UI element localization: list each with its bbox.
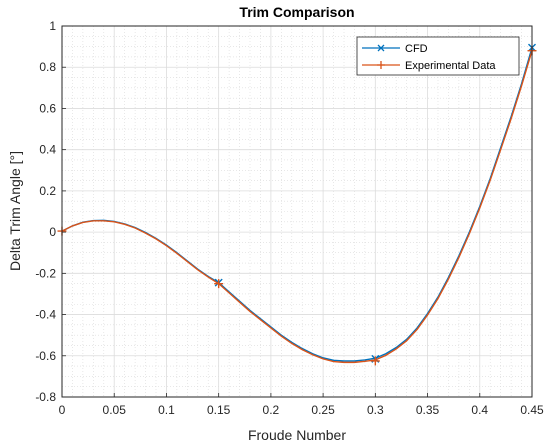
- x-tick-label: 0.4: [471, 403, 488, 417]
- legend-marker-cfd: [377, 44, 385, 52]
- y-tick-label: 0.2: [39, 184, 56, 198]
- x-axis-ticks: 0 0.05 0.1 0.15 0.2 0.25 0.3 0.35 0.4 0.45: [59, 393, 544, 417]
- x-tick-label: 0.1: [158, 403, 175, 417]
- x-tick-label: 0.3: [367, 403, 384, 417]
- y-tick-label: 1: [49, 19, 56, 33]
- y-tick-label: 0.8: [39, 60, 56, 74]
- y-axis-ticks: -0.8 -0.6 -0.4 -0.2 0 0.2 0.4 0.6 0.8 1: [35, 19, 66, 404]
- y-tick-label: 0.4: [39, 143, 56, 157]
- legend-label-experimental: Experimental Data: [405, 60, 496, 72]
- x-tick-label: 0.25: [311, 403, 335, 417]
- y-tick-label: -0.6: [35, 349, 56, 363]
- x-tick-label: 0: [59, 403, 66, 417]
- series-line-experimental-data: [61, 50, 533, 364]
- x-tick-label: 0.45: [520, 403, 544, 417]
- x-axis-label: Froude Number: [248, 427, 346, 443]
- x-tick-label: 0.35: [416, 403, 440, 417]
- legend-box: [356, 36, 520, 76]
- y-tick-label: 0: [49, 225, 56, 239]
- data-point-experimental-data: [214, 279, 224, 289]
- data-point-experimental-data: [370, 356, 380, 366]
- x-tick-label: 0.15: [207, 403, 231, 417]
- chart-title: Trim Comparison: [239, 4, 354, 20]
- legend: CFD Experimental Data: [356, 36, 520, 76]
- y-tick-label: -0.8: [35, 390, 56, 404]
- legend-marker-experimental: [377, 61, 385, 69]
- y-tick-label: 0.6: [39, 101, 56, 115]
- plot-frame: [61, 25, 533, 398]
- y-tick-label: -0.2: [35, 266, 56, 280]
- x-tick-label: 0.05: [103, 403, 127, 417]
- y-axis-label: Delta Trim Angle [°]: [7, 151, 23, 271]
- x-tick-label: 0.2: [263, 403, 280, 417]
- legend-label-cfd: CFD: [405, 43, 428, 55]
- y-tick-label: -0.4: [35, 308, 56, 322]
